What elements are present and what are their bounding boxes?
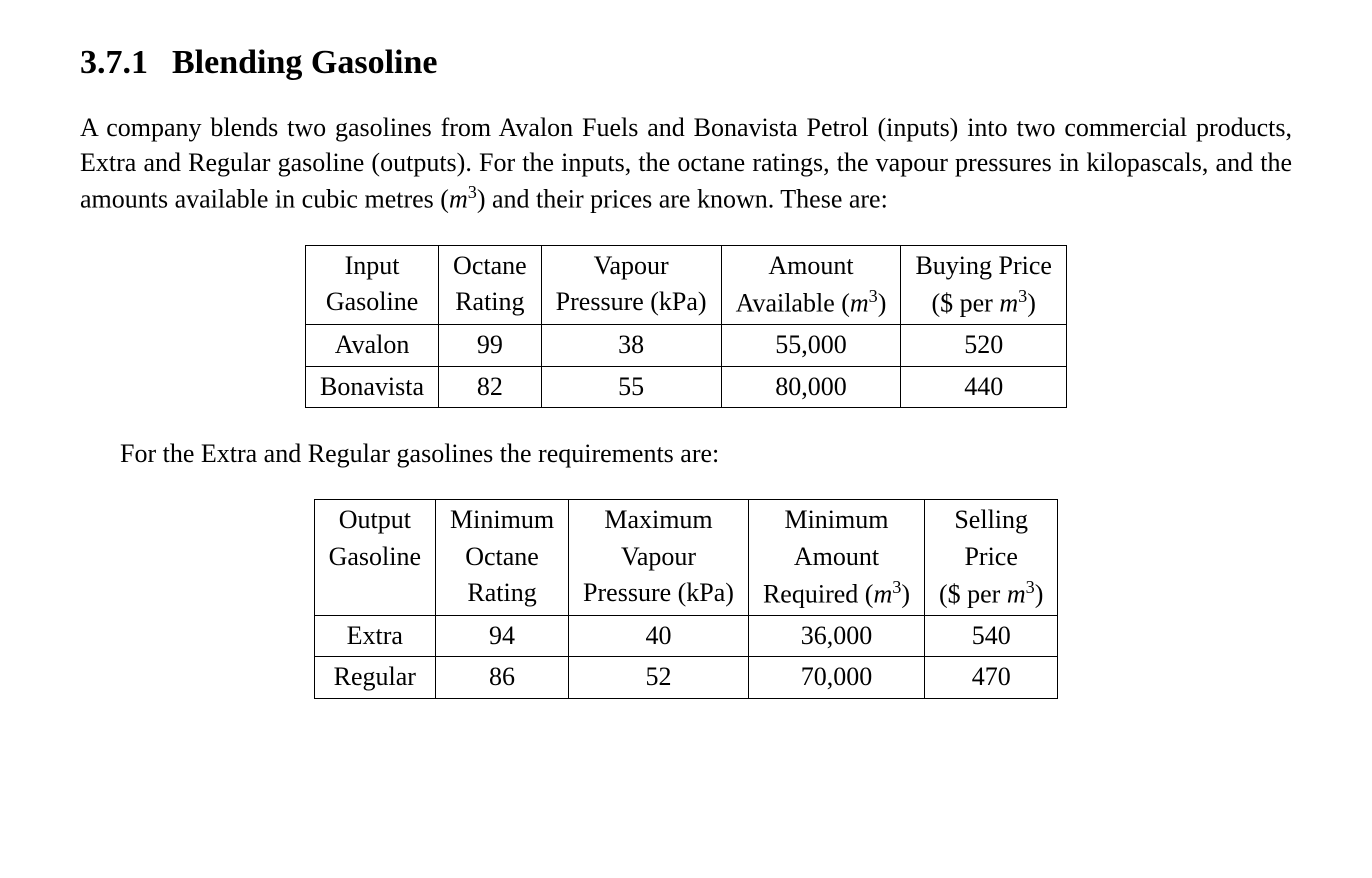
col-input-gasoline: Input Gasoline — [306, 245, 439, 324]
cell-price: 440 — [901, 366, 1067, 407]
cell-vp: 38 — [541, 325, 721, 366]
col-output-gasoline: Output Gasoline — [314, 500, 435, 616]
cell-vp: 52 — [569, 657, 749, 698]
cell-price: 470 — [924, 657, 1057, 698]
col-min-amount: Minimum Amount Required (m3) — [748, 500, 924, 616]
section-title: Blending Gasoline — [172, 44, 437, 81]
outputs-table: Output Gasoline Minimum Octane Rating Ma… — [314, 499, 1059, 699]
col-min-octane: Minimum Octane Rating — [436, 500, 569, 616]
cell-vp: 40 — [569, 615, 749, 656]
col-max-vapour: Maximum Vapour Pressure (kPa) — [569, 500, 749, 616]
table-row: Bonavista 82 55 80,000 440 — [306, 366, 1067, 407]
table-row: Extra 94 40 36,000 540 — [314, 615, 1058, 656]
cell-amount: 70,000 — [748, 657, 924, 698]
cell-octane: 94 — [436, 615, 569, 656]
cell-name: Avalon — [306, 325, 439, 366]
section-heading: 3.7.1 Blending Gasoline — [80, 40, 1292, 86]
section-number: 3.7.1 — [80, 44, 148, 81]
cell-octane: 99 — [439, 325, 542, 366]
intro-paragraph: A company blends two gasolines from Aval… — [80, 110, 1292, 217]
col-selling-price: Selling Price ($ per m3) — [924, 500, 1057, 616]
cell-name: Extra — [314, 615, 435, 656]
cell-octane: 82 — [439, 366, 542, 407]
outputs-intro-paragraph: For the Extra and Regular gasolines the … — [80, 436, 1292, 471]
cell-vp: 55 — [541, 366, 721, 407]
intro-text-b: ) and their prices are known. These are: — [477, 185, 888, 214]
cell-amount: 55,000 — [721, 325, 901, 366]
col-octane-rating: Octane Rating — [439, 245, 542, 324]
col-vapour-pressure: Vapour Pressure (kPa) — [541, 245, 721, 324]
m3-symbol-sup: 3 — [468, 182, 477, 202]
cell-amount: 36,000 — [748, 615, 924, 656]
inputs-table: Input Gasoline Octane Rating Vapour Pres… — [305, 245, 1067, 408]
cell-name: Bonavista — [306, 366, 439, 407]
m3-symbol-m: m — [449, 185, 468, 214]
cell-price: 520 — [901, 325, 1067, 366]
cell-price: 540 — [924, 615, 1057, 656]
table-row: Avalon 99 38 55,000 520 — [306, 325, 1067, 366]
col-buying-price: Buying Price ($ per m3) — [901, 245, 1067, 324]
cell-octane: 86 — [436, 657, 569, 698]
table-header-row: Input Gasoline Octane Rating Vapour Pres… — [306, 245, 1067, 324]
table-row: Regular 86 52 70,000 470 — [314, 657, 1058, 698]
table-header-row: Output Gasoline Minimum Octane Rating Ma… — [314, 500, 1058, 616]
cell-name: Regular — [314, 657, 435, 698]
col-amount-available: Amount Available (m3) — [721, 245, 901, 324]
cell-amount: 80,000 — [721, 366, 901, 407]
